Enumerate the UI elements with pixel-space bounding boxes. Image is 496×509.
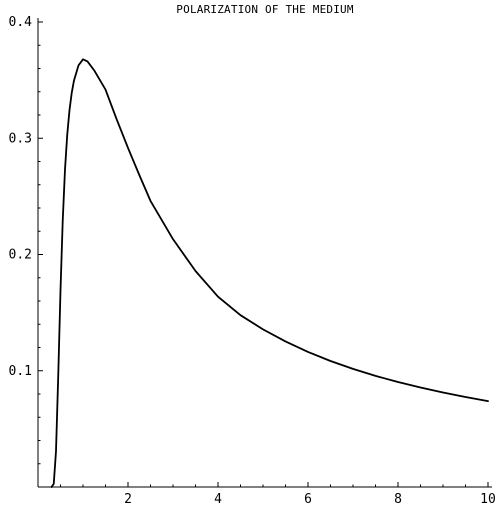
x-tick-label-6: 6: [304, 492, 312, 507]
x-tick-label-2: 2: [124, 492, 132, 507]
y-tick-label-0.4: 0.4: [9, 15, 33, 30]
x-tick-label-4: 4: [214, 492, 222, 507]
x-tick-label-8: 8: [394, 492, 402, 507]
y-tick-label-0.3: 0.3: [9, 131, 32, 146]
y-tick-label-0.1: 0.1: [9, 364, 32, 379]
ticks: 2 4 6 8 10 0.1 0.2 0.3 0.4: [9, 15, 496, 507]
plot-area: [50, 58, 489, 488]
x-tick-label-10: 10: [480, 492, 496, 507]
y-tick-label-0.2: 0.2: [9, 248, 32, 263]
series-line-0: [50, 58, 489, 488]
chart-title: POLARIZATION OF THE MEDIUM: [176, 3, 354, 16]
axes: [37, 18, 492, 488]
